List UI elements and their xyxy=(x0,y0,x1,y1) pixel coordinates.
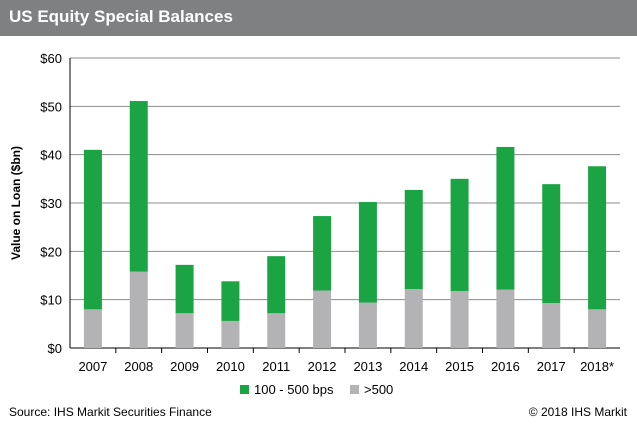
x-tick-label: 2010 xyxy=(216,359,245,374)
y-tick-label: $20 xyxy=(40,244,62,259)
y-tick-label: $50 xyxy=(40,99,62,114)
bar-segment-100-500 xyxy=(129,101,148,272)
legend-swatch xyxy=(240,385,249,394)
x-tick-label: 2013 xyxy=(353,359,382,374)
bar-segment-over-500 xyxy=(313,290,332,348)
legend-label: >500 xyxy=(364,382,393,397)
bar-segment-100-500 xyxy=(313,216,332,291)
title-bar: US Equity Special Balances xyxy=(0,0,637,36)
bar-segment-100-500 xyxy=(404,189,423,290)
copyright-note: © 2018 IHS Markit xyxy=(528,405,627,419)
y-tick-label: $30 xyxy=(40,196,62,211)
bar-segment-over-500 xyxy=(588,309,607,348)
x-tick-label: 2018* xyxy=(580,359,614,374)
bar-segment-100-500 xyxy=(496,146,515,290)
x-tick-label: 2012 xyxy=(308,359,337,374)
bar-segment-100-500 xyxy=(221,281,240,321)
bar-segment-over-500 xyxy=(450,290,469,348)
bar-segment-over-500 xyxy=(221,320,240,348)
x-tick-label: 2016 xyxy=(491,359,520,374)
bar-segment-over-500 xyxy=(267,313,286,348)
x-tick-label: 2017 xyxy=(537,359,566,374)
y-tick-label: $10 xyxy=(40,293,62,308)
bar-segment-100-500 xyxy=(450,178,469,291)
bar-segment-over-500 xyxy=(83,309,102,348)
legend-swatch xyxy=(350,385,359,394)
y-axis-label: Value on Loan ($bn) xyxy=(9,146,23,260)
source-note: Source: IHS Markit Securities Finance xyxy=(9,405,212,419)
bar-segment-100-500 xyxy=(175,264,194,314)
bar-segment-100-500 xyxy=(83,149,102,310)
legend-label: 100 - 500 bps xyxy=(254,382,334,397)
bar-segment-100-500 xyxy=(588,166,607,310)
y-tick-label: $0 xyxy=(48,341,62,356)
bar-segment-over-500 xyxy=(404,289,423,348)
x-tick-label: 2009 xyxy=(170,359,199,374)
bar-segment-100-500 xyxy=(358,202,377,303)
bar-segment-over-500 xyxy=(129,271,148,348)
bar-segment-over-500 xyxy=(542,303,561,348)
bar-chart: $0 $10 $20 $30 $40 $50 $60 Value on Loan ($bn) 2… xyxy=(9,51,620,397)
chart-title: US Equity Special Balances xyxy=(9,7,233,26)
x-tick-label: 2014 xyxy=(399,359,428,374)
x-tick-label: 2011 xyxy=(262,359,290,374)
bar-segment-over-500 xyxy=(496,289,515,348)
bar-segment-100-500 xyxy=(542,184,561,304)
y-tick-label: $60 xyxy=(40,51,62,66)
bar-segment-100-500 xyxy=(267,256,286,314)
x-tick-label: 2008 xyxy=(124,359,153,374)
bar-segment-over-500 xyxy=(175,313,194,348)
bar-segment-over-500 xyxy=(358,302,377,348)
x-tick-label: 2015 xyxy=(445,359,474,374)
x-tick-label: 2007 xyxy=(78,359,107,374)
y-tick-label: $40 xyxy=(40,148,62,163)
